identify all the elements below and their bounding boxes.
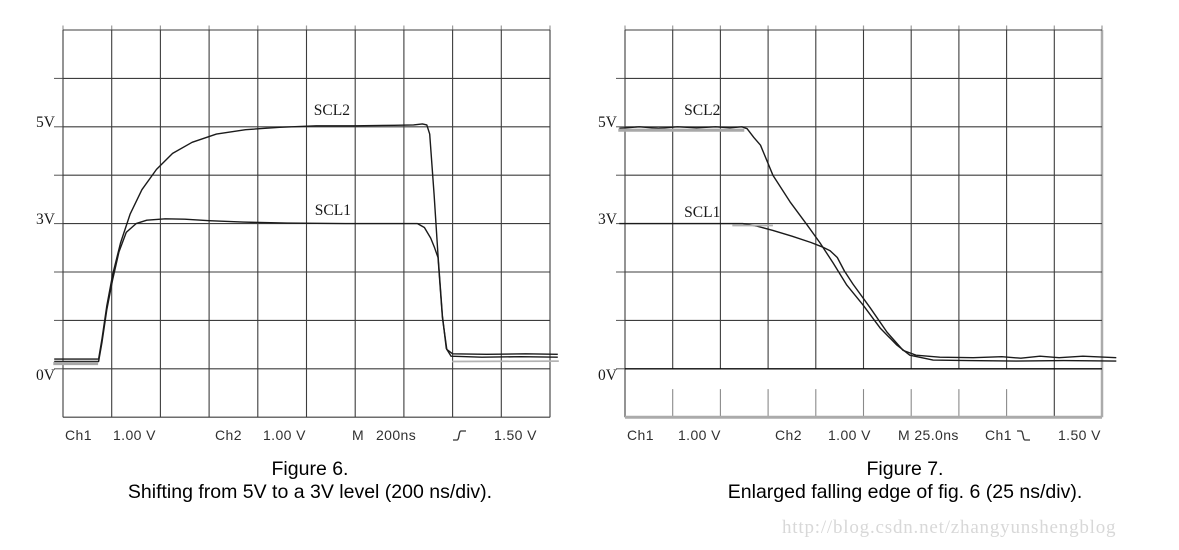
status-readout: 1.50 V [494,427,537,443]
trace-SCL1 [54,218,558,363]
trace-label-SCL1: SCL1 [314,201,351,219]
status-readout: 1.00 V [678,427,721,443]
y-tick-3V: 3V [598,210,617,228]
trace-label-SCL1: SCL1 [684,204,721,222]
y-tick-5V: 5V [598,113,617,131]
status-readout: 1.50 V [1058,427,1101,443]
y-tick-0V: 0V [598,366,617,384]
fig7-caption-title: Figure 7. [866,458,944,480]
y-tick-3V: 3V [36,210,55,228]
status-readout: 1.00 V [828,427,871,443]
status-readout: Ch2 [215,427,242,443]
rising-edge-trigger-icon [452,428,468,443]
oscilloscope-plot-fig6 [53,25,559,418]
trace-SCL2 [619,126,1117,362]
status-readout: 1.00 V [113,427,156,443]
status-readout: Ch1 [65,427,92,443]
trace-label-SCL2: SCL2 [684,102,721,120]
status-readout: M [352,427,365,443]
fig7-caption-subtitle: Enlarged falling edge of fig. 6 (25 ns/d… [727,481,1083,503]
status-readout: M 25.0ns [898,427,959,443]
fig6-caption-title: Figure 6. [271,458,349,480]
fig7-caption: Figure 7. Enlarged falling edge of fig. … [655,458,1155,504]
trace-SCL1 [619,222,1117,359]
fig6-caption: Figure 6. Shifting from 5V to a 3V level… [40,458,580,504]
trace-label-SCL2: SCL2 [313,102,350,120]
watermark-url: http://blog.csdn.net/zhangyunshengblog [782,517,1117,538]
oscilloscope-plot-fig7 [616,25,1117,419]
status-readout: Ch1 [627,427,654,443]
status-readout: 200ns [376,427,417,443]
status-readout: Ch2 [775,427,802,443]
fig6-caption-subtitle: Shifting from 5V to a 3V level (200 ns/d… [127,481,493,503]
y-tick-5V: 5V [36,113,55,131]
y-tick-0V: 0V [36,366,55,384]
status-readout: Ch1 [985,427,1012,443]
falling-edge-trigger-icon [1016,428,1032,443]
status-readout: 1.00 V [263,427,306,443]
